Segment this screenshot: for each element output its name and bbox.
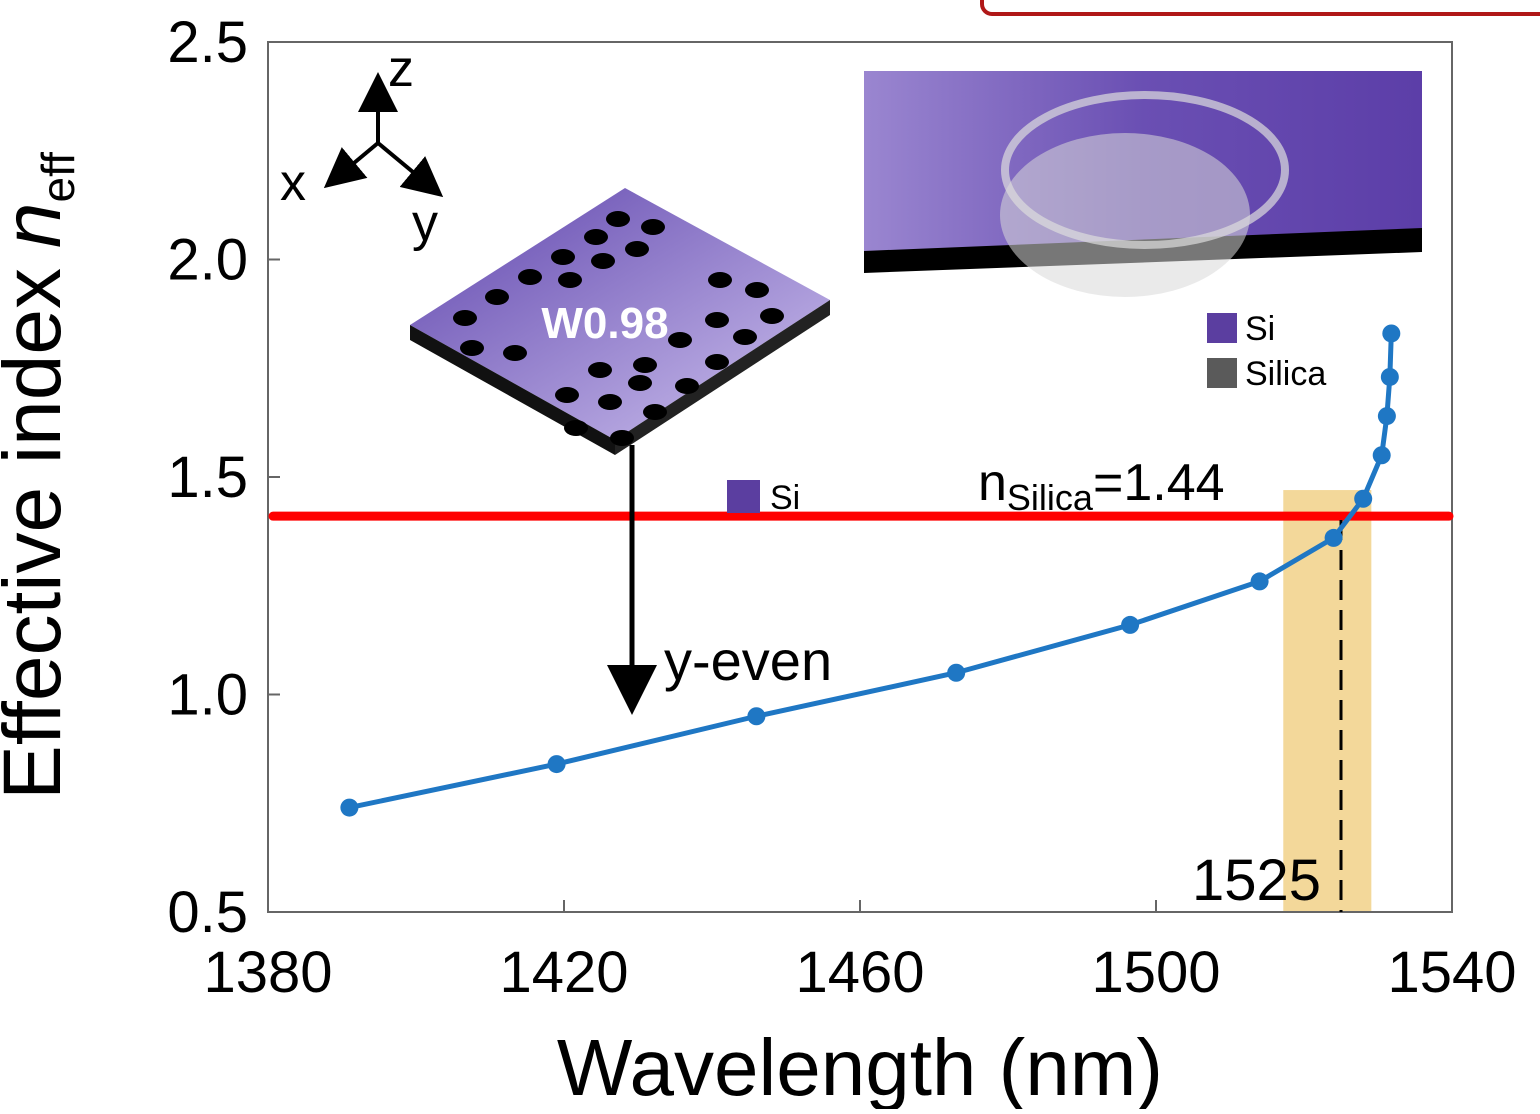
y-tick-label: 2.0 [167,228,248,293]
y-label-text: Effective index [0,268,78,800]
data-point [548,755,566,773]
legend-label: Si [1245,310,1275,348]
x-axis-label: Wavelength (nm) [557,1023,1163,1109]
axis-triad [330,80,437,192]
axis-triad-label: y [412,194,438,252]
ref-symbol: n [978,454,1007,512]
x-tick-label: 1540 [1387,940,1516,1005]
data-point [1354,490,1372,508]
data-point [747,707,765,725]
legend-swatch [1207,313,1237,343]
y-tick-label: 1.0 [167,663,248,728]
y-axis-label: Effective index neff [0,152,84,800]
series-label: y-even [664,629,832,692]
marker-label: 1525 [1192,848,1321,913]
y-label-symbol: n [0,202,78,248]
ref-subscript: Silica [1007,477,1094,518]
legend-swatch [1207,358,1237,388]
data-point [1325,529,1343,547]
axis-triad-label: x [280,154,306,212]
y-tick-label: 1.5 [167,445,248,510]
data-point [1373,446,1391,464]
x-tick-label: 1500 [1091,940,1220,1005]
y-tick-label: 2.5 [167,10,248,75]
data-point [1378,407,1396,425]
data-point [1121,616,1139,634]
frame-decoration [982,0,1540,14]
chart: 138014201460150015400.51.01.52.02.51525 … [0,0,1540,1109]
data-point [1381,368,1399,386]
waveguide-inset [864,71,1422,297]
x-tick-label: 1380 [203,940,332,1005]
y-tick-label: 0.5 [167,880,248,945]
reference-label: nSilica=1.44 [978,454,1225,518]
data-point [947,664,965,682]
data-point [340,799,358,817]
x-tick-label: 1420 [499,940,628,1005]
data-point [1382,324,1400,342]
inset-label: W0.98 [541,299,668,348]
data-point [1251,572,1269,590]
axis-triad-label: z [388,40,414,98]
y-label-subscript: eff [32,152,84,203]
legend-swatch [727,480,760,513]
x-tick-label: 1460 [795,940,924,1005]
slab-inset: W0.98 [410,188,830,505]
legend-label: Silica [1245,355,1326,393]
ref-value: =1.44 [1093,454,1225,512]
legend-label: Si [770,479,800,517]
